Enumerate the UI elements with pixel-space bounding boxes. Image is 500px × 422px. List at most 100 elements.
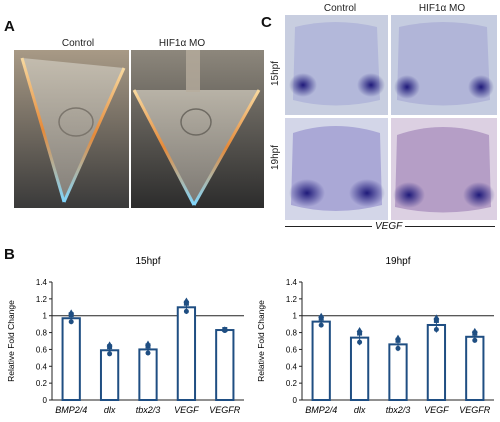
panel-a-morphant-label: HIF1α MO [158, 38, 206, 49]
morphant-left-skeletal-rod [132, 89, 196, 206]
x-tick-label: tbx2/3 [386, 405, 411, 415]
data-point-square [472, 330, 478, 336]
panel-a-larva-images [14, 50, 264, 208]
data-point-square [107, 344, 113, 350]
data-point-triangle [318, 312, 325, 318]
x-tick-label: dlx [354, 405, 366, 415]
panel-c-row-label-15hpf: 15hpf [270, 60, 281, 86]
data-point-triangle [471, 327, 478, 333]
data-point-triangle [145, 340, 151, 346]
x-tick-label: BMP2/4 [305, 405, 337, 415]
y-tick-label: 1.2 [286, 295, 298, 304]
bar [465, 335, 485, 401]
x-tick-label: VEGFR [209, 405, 241, 415]
y-tick-label: 0.8 [36, 329, 48, 338]
y-tick-label: 0.2 [36, 379, 48, 388]
morphant-15hpf-left-expression [394, 75, 420, 99]
morphant-19hpf-left-expression [393, 182, 425, 208]
bar [138, 348, 158, 402]
y-tick-label: 0.2 [286, 379, 298, 388]
panel-a-letter: A [4, 18, 15, 35]
y-tick-label: 1.2 [36, 295, 48, 304]
y-axis-label: Relative Fold Change [256, 300, 266, 382]
data-point-square [68, 312, 74, 318]
panel-c-in-situ-images [285, 15, 497, 220]
y-tick-label: 1 [293, 312, 298, 321]
bar [61, 317, 81, 401]
control-left-skeletal-rod [20, 57, 66, 203]
y-tick-label: 1 [43, 312, 48, 321]
morphant-larva-body [134, 90, 259, 205]
bar [311, 320, 331, 401]
data-point-triangle [68, 309, 75, 315]
y-tick-label: 1.4 [286, 278, 298, 287]
panel-b-letter: B [4, 246, 15, 263]
control-19hpf-left-expression [289, 179, 325, 207]
bar [99, 349, 120, 402]
x-tick-label: tbx2/3 [136, 405, 161, 415]
y-tick-label: 0.4 [286, 362, 298, 371]
data-point-circle [472, 337, 478, 343]
control-right-skeletal-rod [62, 67, 126, 203]
control-19hpf-right-expression [349, 179, 385, 207]
panel-c-control-label: Control [323, 3, 357, 14]
morphant-15hpf-embryo [397, 22, 490, 106]
data-point-triangle [433, 314, 440, 320]
y-axis-label: Relative Fold Change [6, 300, 16, 382]
data-point-square [395, 337, 401, 343]
data-point-circle [145, 350, 151, 356]
control-15hpf-left-expression [289, 73, 317, 97]
data-point-circle [357, 339, 363, 345]
control-gut [58, 107, 94, 137]
chart-title: 19hpf [385, 256, 410, 267]
data-point-square [433, 317, 439, 323]
panel-c-morphant-label: HIF1α MO [418, 3, 466, 14]
data-point-circle [222, 328, 228, 334]
data-point-triangle [183, 297, 190, 303]
y-tick-label: 0.8 [286, 329, 298, 338]
chart-title: 15hpf [135, 256, 160, 267]
y-tick-label: 0.6 [36, 345, 48, 354]
panel-c-gene-label: VEGF [372, 221, 406, 232]
panel-c-letter: C [261, 14, 272, 31]
y-tick-label: 0 [43, 396, 48, 405]
data-point-circle [68, 319, 74, 325]
data-point-triangle [356, 327, 363, 333]
data-point-triangle [106, 341, 113, 347]
x-tick-label: VEGF [174, 405, 199, 415]
data-point-circle [107, 351, 113, 357]
control-15hpf-right-expression [357, 73, 385, 97]
panel-c-row-label-19hpf: 19hpf [270, 144, 281, 170]
y-tick-label: 0.6 [286, 345, 298, 354]
bar [215, 329, 235, 401]
y-tick-label: 1.4 [36, 278, 48, 287]
bar [426, 323, 447, 401]
x-tick-label: dlx [104, 405, 116, 415]
morphant-15hpf-right-expression [468, 75, 494, 99]
chart-19hpf: 19hpf Relative Fold Change 0 0.2 0.4 0.6 0.8 1 1… [256, 256, 494, 415]
morphant-oral-hood [186, 50, 200, 92]
chart-15hpf: 15hpf Relative Fold Change 0 0.2 0.4 0.6 0.8 1 1… [6, 256, 244, 415]
control-larva-body [22, 58, 124, 202]
x-tick-label: VEGF [424, 405, 449, 415]
morphant-right-skeletal-rod [192, 89, 261, 206]
data-point-square [145, 343, 151, 349]
bar [349, 336, 370, 401]
bar [388, 343, 408, 401]
bar [176, 306, 197, 401]
data-point-square [183, 300, 189, 306]
data-point-circle [318, 322, 324, 328]
morphant-19hpf-right-expression [463, 182, 495, 208]
data-point-circle [395, 345, 401, 351]
data-point-circle [433, 327, 439, 333]
morphant-gut [180, 108, 212, 136]
y-tick-label: 0.4 [36, 362, 48, 371]
y-tick-label: 0 [293, 396, 298, 405]
x-tick-label: VEGFR [459, 405, 491, 415]
panel-a-control-label: Control [61, 38, 95, 49]
data-point-triangle [395, 334, 401, 340]
data-point-square [357, 330, 363, 336]
x-tick-label: BMP2/4 [55, 405, 87, 415]
data-point-square [318, 315, 324, 321]
data-point-circle [183, 308, 189, 314]
